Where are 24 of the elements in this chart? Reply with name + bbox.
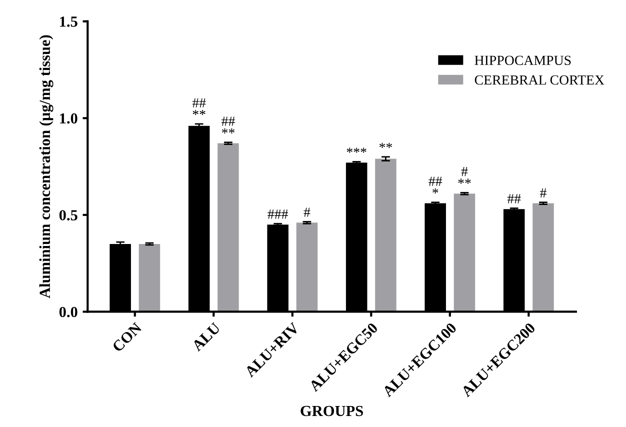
annotation: # bbox=[540, 188, 546, 198]
bar bbox=[218, 143, 239, 312]
bar bbox=[375, 158, 396, 312]
y-axis-title: Aluminium concentration (µg/mg tissue) bbox=[39, 35, 54, 298]
x-axis-title: GROUPS bbox=[300, 406, 363, 416]
annotation: ## ** bbox=[222, 116, 235, 134]
annotation: ## * bbox=[428, 176, 442, 194]
annotation: ## bbox=[507, 194, 521, 204]
bar bbox=[454, 194, 476, 312]
annotation: ### bbox=[268, 210, 288, 219]
annotation: ## ** bbox=[192, 98, 206, 116]
y-tick-label: 1.0 bbox=[60, 113, 78, 124]
annotation: *** bbox=[346, 148, 366, 153]
bar bbox=[296, 222, 318, 312]
annotation: # ** bbox=[458, 167, 471, 184]
legend-label: HIPPOCAMPUS bbox=[474, 56, 571, 66]
y-tick-label: 1.5 bbox=[60, 16, 78, 27]
bar bbox=[532, 203, 554, 312]
annotation: ** bbox=[379, 142, 392, 148]
y-tick-label: 0.0 bbox=[59, 306, 78, 318]
bar bbox=[138, 244, 160, 312]
legend-label: CEREBRAL CORTEX bbox=[474, 75, 604, 85]
annotation: # bbox=[304, 208, 310, 217]
y-tick-label: 0.5 bbox=[59, 210, 78, 220]
